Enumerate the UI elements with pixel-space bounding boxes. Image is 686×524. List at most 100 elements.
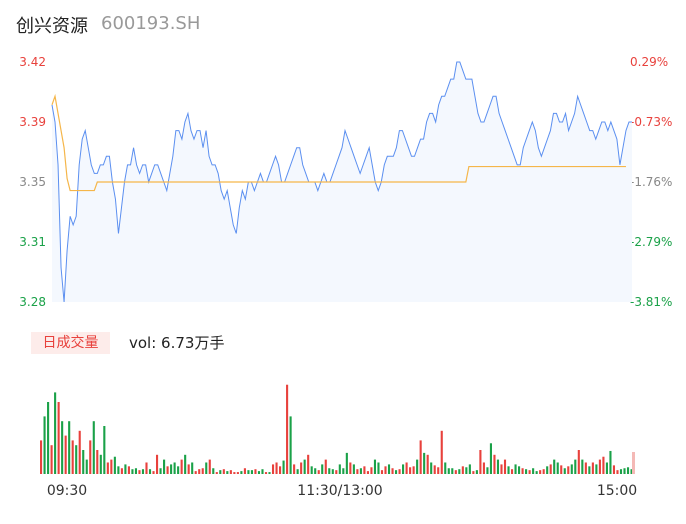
volume-bar xyxy=(198,469,201,474)
volume-bar xyxy=(236,472,239,474)
volume-bar xyxy=(394,470,398,474)
volume-bar xyxy=(257,471,261,474)
volume-bar xyxy=(75,445,78,474)
volume-bar xyxy=(57,402,60,474)
volume-bar xyxy=(546,466,549,474)
volume-bar xyxy=(591,462,594,474)
volume-bar xyxy=(535,471,538,474)
volume-bar xyxy=(240,471,243,474)
volume-bar xyxy=(500,464,503,474)
volume-bar xyxy=(120,468,123,474)
volume-bar xyxy=(574,459,577,474)
volume-bar xyxy=(124,464,127,474)
volume-bar xyxy=(419,440,422,474)
volume-bar xyxy=(514,464,517,474)
volume-bar xyxy=(113,456,116,474)
volume-bar xyxy=(321,464,324,474)
volume-bar xyxy=(159,468,162,474)
volume-bar xyxy=(482,462,485,474)
volume-bar xyxy=(180,459,183,474)
volume-tab[interactable]: 日成交量 xyxy=(31,332,110,354)
volume-bar xyxy=(563,468,566,474)
volume-bar xyxy=(103,426,106,474)
volume-bar xyxy=(373,459,377,474)
volume-bar xyxy=(300,462,303,474)
y-tick-left: 3.42 xyxy=(19,55,46,69)
stock-code: 600193.SH xyxy=(101,13,201,34)
volume-bar xyxy=(328,468,331,474)
volume-bar xyxy=(426,454,429,474)
volume-bar xyxy=(380,470,384,474)
volume-bar xyxy=(602,456,605,474)
volume-bar xyxy=(268,472,271,474)
volume-bar xyxy=(282,460,285,474)
volume-bar xyxy=(78,430,81,474)
volume-bar xyxy=(475,470,478,474)
volume-bar xyxy=(528,470,531,474)
volume-bar xyxy=(50,445,53,474)
volume-bar xyxy=(402,464,405,474)
volume-readout: vol: 6.73万手 xyxy=(129,334,225,352)
volume-bar xyxy=(609,450,612,474)
x-tick-label: 15:00 xyxy=(597,483,637,499)
volume-bar xyxy=(405,462,408,474)
volume-bar xyxy=(384,466,387,474)
volume-bar xyxy=(243,468,246,474)
volume-bar xyxy=(630,469,633,474)
volume-bar xyxy=(226,471,229,474)
volume-bar xyxy=(349,462,352,474)
volume-bar xyxy=(612,465,616,474)
volume-bar xyxy=(138,470,141,474)
volume-bar xyxy=(345,452,348,474)
volume-bar xyxy=(486,467,489,474)
volume-bar xyxy=(233,472,236,474)
volume-bar xyxy=(250,470,253,474)
volume-bar xyxy=(205,462,208,474)
volume-bar xyxy=(170,464,173,474)
volume-bar xyxy=(212,468,215,474)
volume-bar xyxy=(208,459,211,474)
volume-bar xyxy=(577,450,580,474)
volume-bar xyxy=(444,462,447,474)
volume-bar xyxy=(437,467,440,474)
x-tick-label: 09:30 xyxy=(47,483,87,499)
volume-bar xyxy=(201,468,204,474)
y-tick-left: 3.35 xyxy=(19,175,46,189)
volume-bar xyxy=(570,464,573,474)
volume-bar xyxy=(261,469,264,474)
volume-bar xyxy=(503,459,507,474)
volume-bar xyxy=(54,392,57,474)
volume-bar xyxy=(416,459,419,474)
volume-bar xyxy=(356,469,359,474)
volume-bar xyxy=(391,468,394,474)
volume-bar xyxy=(68,421,71,474)
volume-bar xyxy=(468,464,471,474)
volume-bar xyxy=(370,467,373,474)
y-tick-left: 3.31 xyxy=(19,235,46,249)
volume-bar xyxy=(560,465,563,474)
volume-bar xyxy=(363,466,366,474)
volume-bar xyxy=(131,469,134,474)
volume-bar xyxy=(148,469,152,474)
volume-bar xyxy=(521,468,524,474)
volume-bar xyxy=(134,468,138,474)
volume-bar xyxy=(219,470,222,474)
volume-bar xyxy=(82,450,85,474)
volume-bar xyxy=(331,469,334,474)
x-tick-label: 11:30/13:00 xyxy=(297,483,382,499)
volume-bar xyxy=(510,469,514,474)
volume-bar xyxy=(99,454,102,474)
volume-bar xyxy=(605,462,608,474)
volume-bar xyxy=(598,459,601,474)
volume-bar xyxy=(525,469,528,474)
volume-bar xyxy=(518,466,521,474)
y-tick-right: -2.79% xyxy=(630,235,672,249)
volume-bar xyxy=(64,435,67,474)
volume-bar xyxy=(352,464,355,474)
volume-bar xyxy=(173,462,176,474)
volume-bar xyxy=(61,421,64,474)
y-tick-right: -0.73% xyxy=(630,115,672,129)
volume-bar xyxy=(310,466,313,474)
volume-bar xyxy=(447,468,450,474)
volume-bar xyxy=(458,469,461,474)
